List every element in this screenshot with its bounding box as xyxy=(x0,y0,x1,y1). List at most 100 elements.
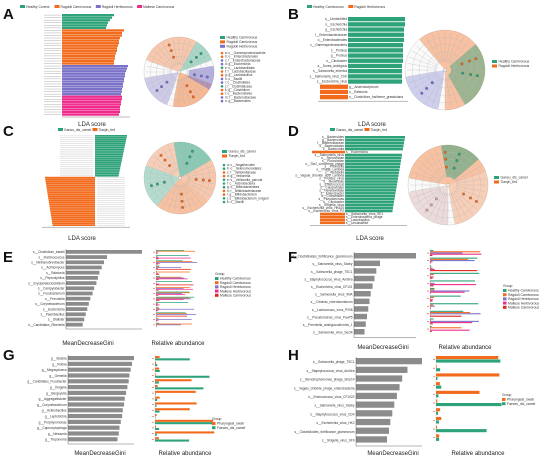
abundance-bar xyxy=(430,272,480,274)
panel-b-branch xyxy=(409,72,438,84)
feature-label: s__Salmonella_phage_TSC1 xyxy=(313,360,355,364)
panel-c-branch xyxy=(146,179,173,185)
lda-bar-orange xyxy=(312,150,345,154)
panel-h-xlabel2: Relative abundance xyxy=(451,451,505,457)
panel-d-branch xyxy=(428,191,445,218)
legend-label: Healthy Carnivorous xyxy=(313,5,344,9)
taxon-label: s__Phage_Lambda xyxy=(316,168,344,172)
lda-bar-teal xyxy=(348,43,403,48)
lda-bar xyxy=(62,80,124,83)
lda-bar-teal xyxy=(95,159,122,162)
abundance-bar xyxy=(430,319,431,321)
abundance-bar xyxy=(156,314,197,315)
clado-legend-dot xyxy=(222,200,226,204)
clado-legend-dot xyxy=(222,189,226,193)
gini-bar xyxy=(66,250,142,254)
legend-label: Ragdoll Herbivorous xyxy=(220,285,251,289)
legend-swatch xyxy=(215,277,219,280)
panel-a-node xyxy=(189,60,193,64)
gini-bar xyxy=(68,361,133,366)
feature-label: g__Capnocytophaga xyxy=(37,426,67,430)
panel-b-cladogram xyxy=(404,29,486,111)
panel-a-branch xyxy=(185,74,211,84)
panel-a-branch xyxy=(147,60,173,70)
feature-label: s__Actinomyces xyxy=(41,266,65,270)
abundance-bar xyxy=(430,280,475,282)
panel-c-clade-sector xyxy=(173,142,212,178)
panel-a-node xyxy=(200,74,203,78)
lda-bar-orange xyxy=(45,180,95,183)
panel-e-abundance-bars: Relative abundance xyxy=(151,249,205,347)
clado-legend-label: c: f__Veillonellaceae xyxy=(227,170,256,174)
gini-bar xyxy=(68,396,125,401)
taxon-label: s__Escherichia_virus xyxy=(317,80,348,84)
clado-legend-label: j: f__Clostridiaceae xyxy=(224,84,252,88)
gini-bar xyxy=(356,358,422,365)
panel-a-branch xyxy=(180,78,185,105)
panel-c-branch xyxy=(147,166,174,176)
abundance-bar xyxy=(156,279,159,281)
abundance-bar xyxy=(155,364,158,367)
lda-bar xyxy=(62,31,122,35)
panel-d-branch xyxy=(454,165,481,182)
panel-g-abundance-bars xyxy=(152,355,216,443)
abundance-bar xyxy=(430,270,478,272)
lda-bar-orange xyxy=(51,216,95,219)
abundance-bar xyxy=(430,257,478,259)
panel-a-branch xyxy=(146,73,173,78)
panel-a-node xyxy=(155,89,159,92)
taxon-label: s__Salmonella_virus_ChK xyxy=(310,74,348,78)
legend-label: Healthy Carnivorous xyxy=(220,277,251,281)
abundance-bar xyxy=(436,416,442,421)
lda-bar xyxy=(62,100,121,103)
lda-bar-orange xyxy=(51,218,95,221)
panel-a-node xyxy=(205,75,209,79)
panel-c-branch xyxy=(186,181,210,196)
panel-b-node xyxy=(430,81,434,85)
panel-g-label: G xyxy=(3,347,15,364)
lda-bar xyxy=(62,36,120,40)
legend-label: Healthy Carnivorous xyxy=(508,289,539,293)
abundance-bar xyxy=(436,399,438,403)
panel-d-node xyxy=(445,165,448,169)
gini-bar xyxy=(66,291,93,296)
lda-bar-teal xyxy=(348,69,402,74)
feature-label: g__Megasphaera xyxy=(42,368,67,372)
panel-a-branch xyxy=(157,46,175,67)
abundance-bar xyxy=(430,284,476,286)
panel-d-label: D xyxy=(288,123,299,140)
taxon-label: s__Shigella_virus xyxy=(319,203,344,207)
abundance-bar xyxy=(155,431,215,434)
legend-title: Group xyxy=(502,393,512,397)
legend-swatch xyxy=(137,5,143,8)
abundance-bar xyxy=(155,439,190,442)
abundance-bar xyxy=(156,296,195,298)
panel-a-branch xyxy=(181,78,191,104)
abundance-bar xyxy=(156,250,185,251)
legend-swatch xyxy=(502,398,506,401)
panel-d-node xyxy=(435,197,438,201)
gini-bar xyxy=(354,260,381,267)
panel-a-legend: Healthy Control Ragdoll Carnivorous Ragdol… xyxy=(20,5,174,9)
clado-legend-label: f: c__Actinobacteria xyxy=(227,182,255,186)
panel-c-node xyxy=(155,182,159,186)
feature-label: s__Staphylococcus_virus_Andhra xyxy=(304,277,352,281)
legend-label: Gansu_dis_camel xyxy=(64,128,91,132)
abundance-bar xyxy=(430,300,433,302)
lda-bar-orange xyxy=(48,197,95,200)
abundance-bar xyxy=(156,277,185,279)
lda-bar xyxy=(62,103,121,106)
taxon-label: g__Anaerobutyricum xyxy=(349,85,379,89)
gini-bar xyxy=(356,410,393,417)
lda-bar-teal xyxy=(348,63,402,69)
panel-g-gini-bars: g__Slackia g__Rothia g__Megasphaera g__Geme… xyxy=(27,355,134,445)
abundance-bar xyxy=(156,260,183,262)
gini-bar xyxy=(68,402,125,407)
feature-label: s__Staphylococcus_virus_Andhra xyxy=(306,369,354,373)
clado-legend-dot xyxy=(220,66,224,70)
panel-c-branch xyxy=(186,160,210,175)
abundance-bar xyxy=(430,304,434,306)
panel-d-xlabel: LDA score xyxy=(356,236,384,242)
panel-c-branch xyxy=(157,183,176,205)
abundance-bar xyxy=(156,303,158,305)
